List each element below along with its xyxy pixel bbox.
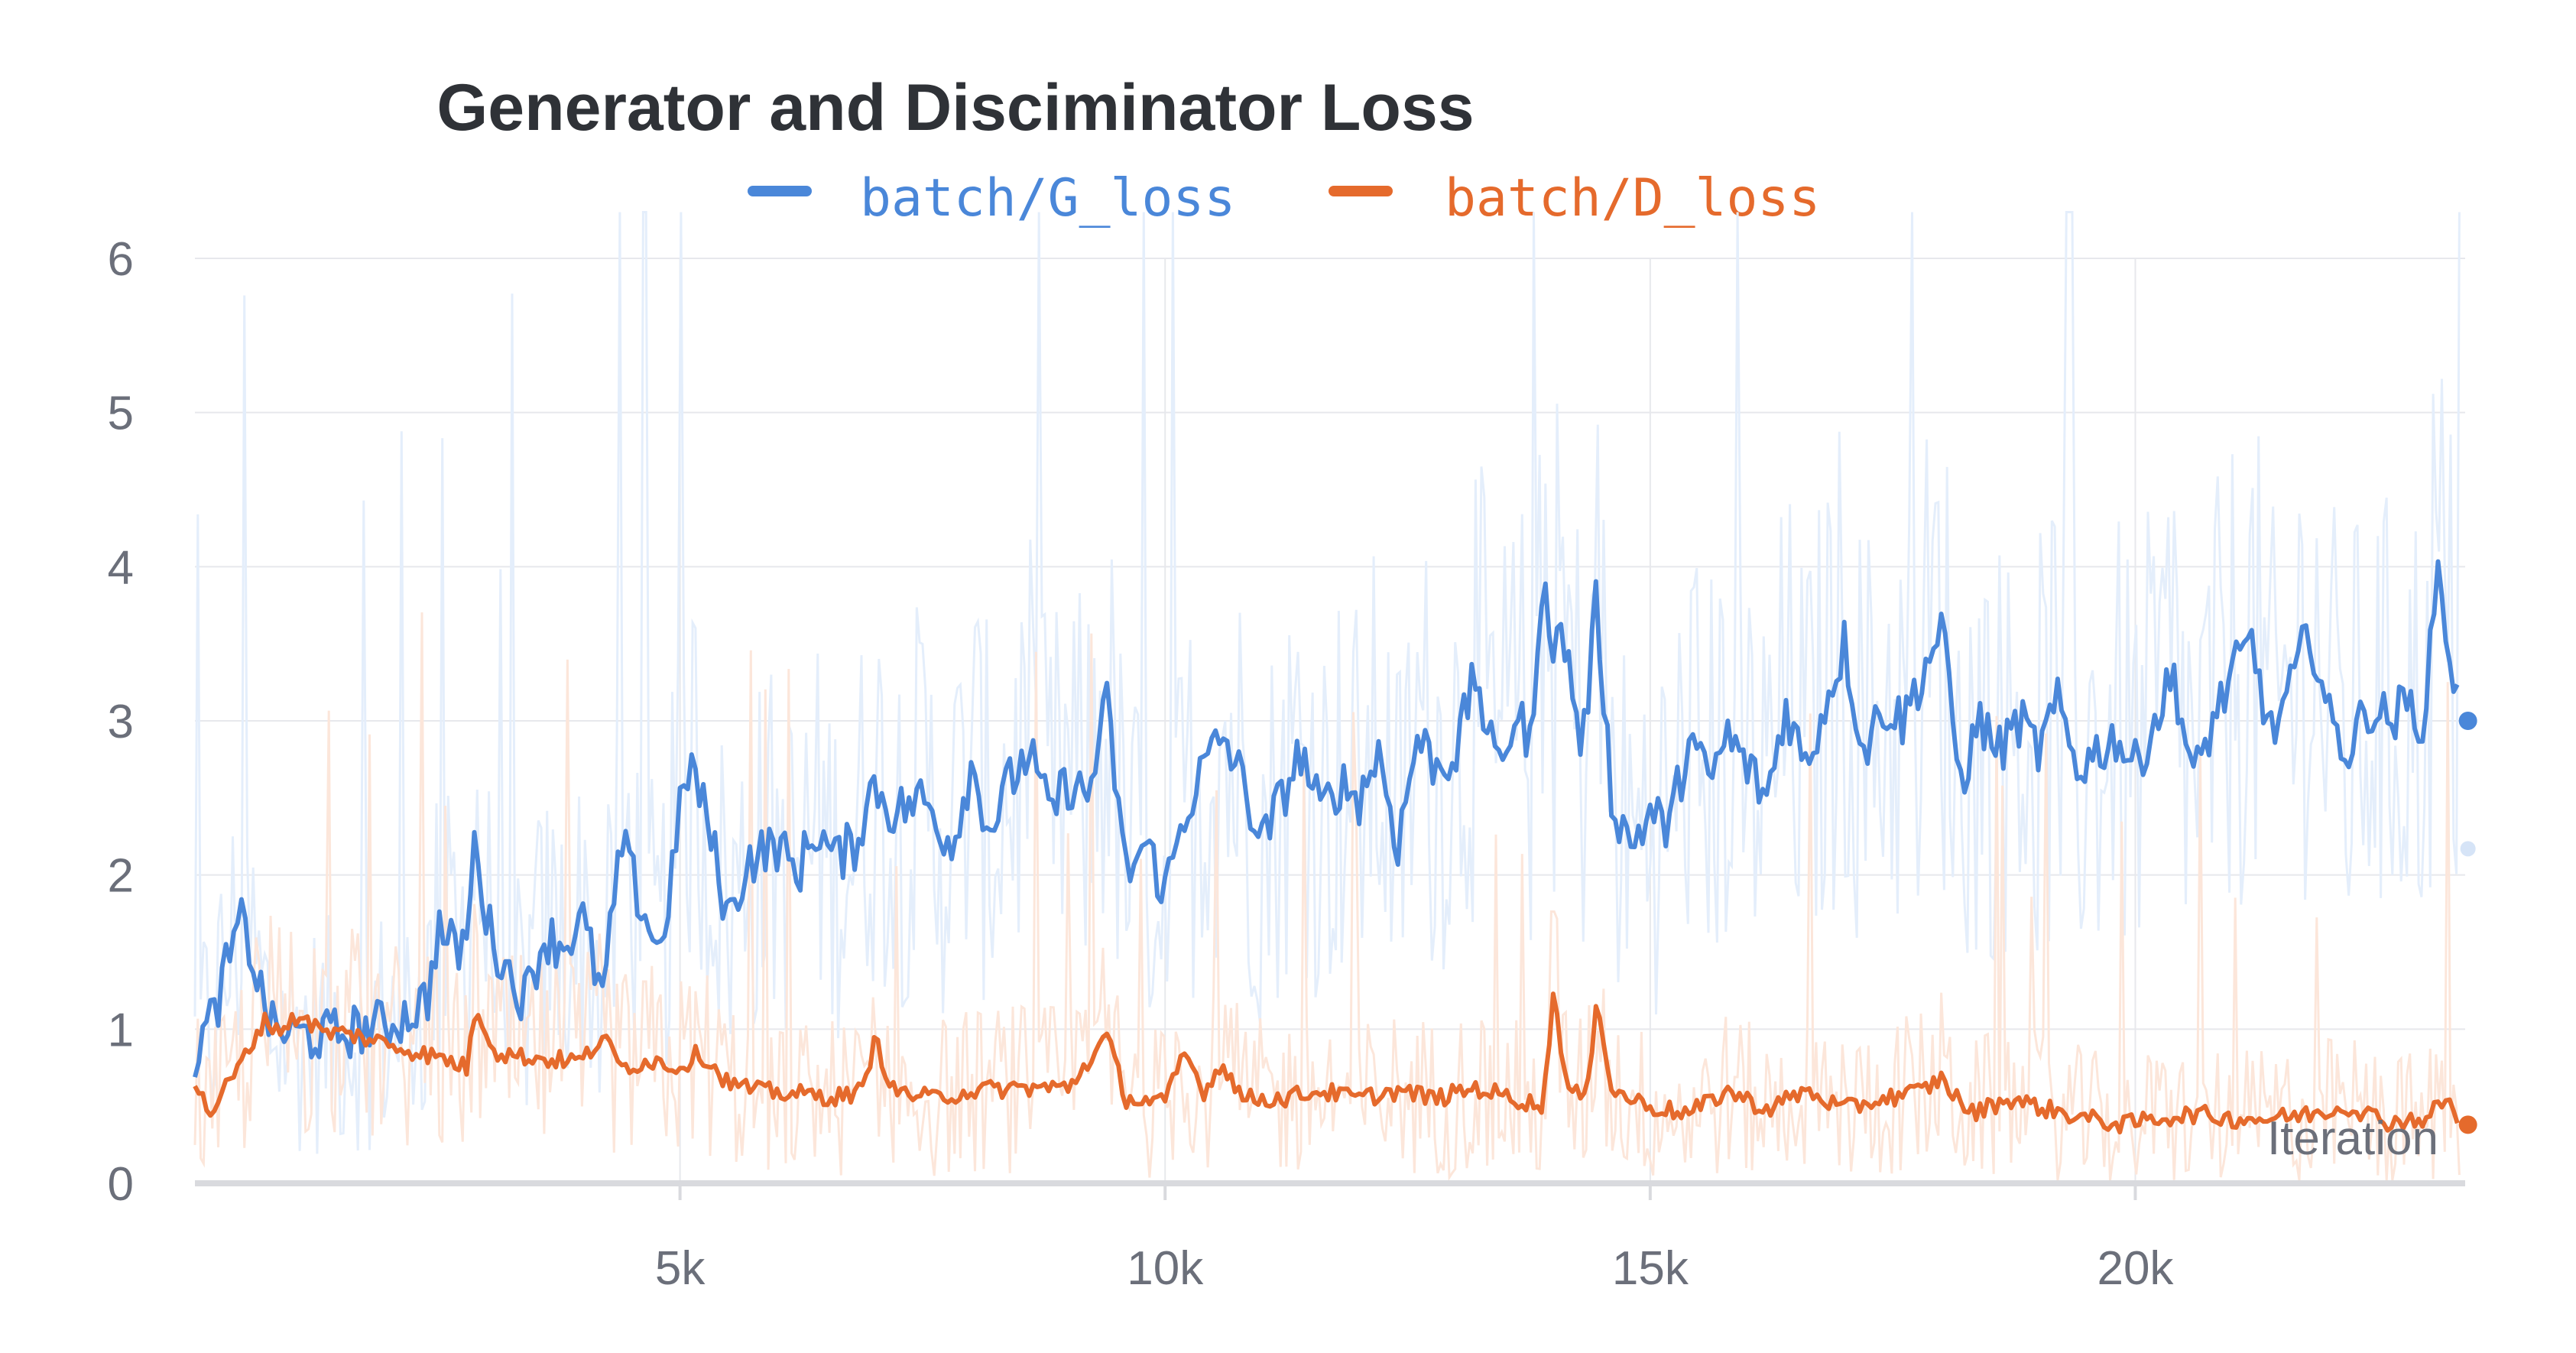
line-g-loss — [193, 559, 2460, 1078]
y-tick-label: 3 — [108, 696, 134, 748]
raw-series — [193, 211, 2461, 1182]
chart-title: Generator and Disciminator Loss — [436, 71, 1474, 144]
end-marker-d-loss — [2458, 1115, 2477, 1134]
y-tick-label: 1 — [108, 1004, 134, 1056]
series — [193, 559, 2477, 1135]
legend: batch/G_loss batch/D_loss — [748, 168, 1820, 229]
axes: 0 1 2 3 4 5 6 5k 10k 15k 20k — [108, 233, 2465, 1295]
x-axis-title: Iteration — [2267, 1112, 2438, 1165]
x-tick-label: 15k — [1612, 1242, 1689, 1295]
legend-label-d-loss: batch/D_loss — [1445, 168, 1820, 229]
y-tick-label: 5 — [108, 388, 134, 440]
y-tick-label: 0 — [108, 1158, 134, 1211]
end-marker-g-loss — [2458, 712, 2477, 730]
raw-line-d-loss — [193, 612, 2461, 1182]
raw-end-marker-g-loss — [2460, 841, 2476, 857]
legend-item-d-loss[interactable]: batch/D_loss — [1329, 168, 1820, 229]
legend-item-g-loss[interactable]: batch/G_loss — [748, 168, 1235, 229]
y-tick-label: 2 — [108, 850, 134, 903]
y-tick-label: 4 — [108, 541, 134, 594]
grid — [195, 258, 2465, 1183]
x-tick-label: 10k — [1127, 1242, 1204, 1295]
legend-label-g-loss: batch/G_loss — [860, 168, 1235, 229]
line-d-loss — [193, 991, 2460, 1135]
y-tick-label: 6 — [108, 233, 134, 286]
x-tick-label: 20k — [2097, 1242, 2174, 1295]
x-tick-label: 5k — [655, 1242, 706, 1295]
